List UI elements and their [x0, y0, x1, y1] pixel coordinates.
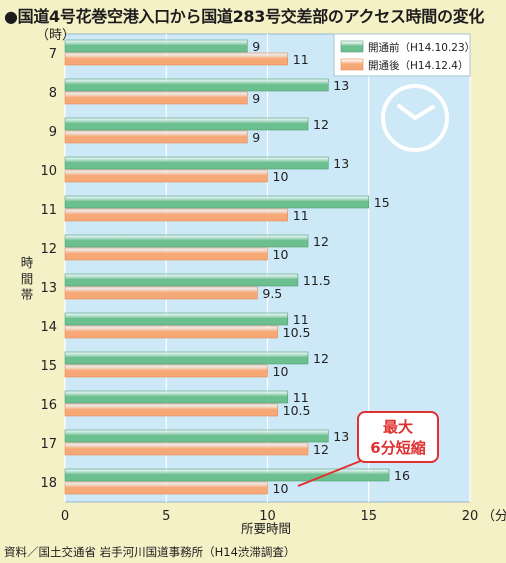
- annotation-line2: 6分短縮: [370, 439, 425, 457]
- legend-swatch: [340, 58, 364, 71]
- x-tick-label: 20: [462, 509, 479, 524]
- y-tick-label: 16: [40, 398, 57, 413]
- value-label: 12: [313, 351, 329, 366]
- bar-before-12: [64, 234, 309, 248]
- legend-label: 開通後（H14.12.4）: [368, 59, 468, 72]
- value-label: 11: [293, 208, 309, 223]
- bar-after-15: [64, 364, 268, 378]
- y-tick-label: 9: [49, 125, 57, 140]
- y-tick-label: 13: [40, 281, 57, 296]
- y-axis-title: 時間帯: [19, 256, 34, 301]
- clock-icon: [381, 84, 449, 152]
- value-label: 12: [313, 442, 329, 457]
- value-label: 11: [293, 390, 309, 405]
- y-tick-label: 14: [40, 320, 57, 335]
- x-axis-ticks: 0 5 10 15 20: [61, 509, 478, 524]
- bar-after-8: [64, 91, 248, 105]
- bar-before-9: [64, 117, 309, 131]
- value-label: 10: [273, 481, 289, 496]
- legend-label: 開通前（H14.10.23）: [368, 41, 475, 54]
- bar-before-11: [64, 195, 370, 209]
- value-label: 11: [293, 312, 309, 327]
- bar-after-7: [64, 52, 289, 66]
- legend-swatch: [340, 40, 364, 53]
- bar-after-11: [64, 208, 289, 222]
- value-label: 9: [252, 130, 260, 145]
- value-label: 10: [273, 247, 289, 262]
- y-tick-label: 18: [40, 476, 57, 491]
- y-tick-label: 8: [49, 86, 57, 101]
- value-label: 9: [252, 91, 260, 106]
- bar-before-15: [64, 351, 309, 365]
- bar-after-12: [64, 247, 268, 261]
- value-label: 13: [333, 78, 349, 93]
- bar-after-14: [64, 325, 278, 339]
- bars: [64, 39, 390, 495]
- bar-after-18: [64, 481, 268, 495]
- y-axis-unit: （時）: [36, 28, 75, 43]
- bar-after-10: [64, 169, 268, 183]
- value-label: 9: [252, 39, 260, 54]
- bar-before-18: [64, 468, 390, 482]
- value-label: 16: [394, 468, 410, 483]
- value-label: 10: [273, 364, 289, 379]
- value-label: 9.5: [262, 286, 282, 301]
- value-label: 13: [333, 156, 349, 171]
- y-tick-label: 12: [40, 242, 57, 257]
- value-label: 11: [293, 52, 309, 67]
- y-tick-label: 11: [40, 203, 57, 218]
- bar-before-7: [64, 39, 248, 53]
- value-label: 12: [313, 234, 329, 249]
- annotation-box: [357, 411, 439, 463]
- bar-before-17: [64, 429, 329, 443]
- bar-after-16: [64, 403, 278, 417]
- source-note: 資料／国土交通省 岩手河川国道事務所（H14渋滞調査）: [4, 545, 296, 559]
- bar-before-8: [64, 78, 329, 92]
- value-label: 10.5: [283, 325, 311, 340]
- bar-after-17: [64, 442, 309, 456]
- annotation: 最大 6分短縮: [297, 411, 439, 487]
- y-tick-label: 17: [40, 437, 57, 452]
- value-labels: 91113912913101511121011.59.51110.5121011…: [252, 39, 410, 496]
- bar-after-9: [64, 130, 248, 144]
- bar-before-16: [64, 390, 289, 404]
- x-axis-unit: （分）: [482, 509, 506, 524]
- x-axis-title: 所要時間: [241, 521, 291, 536]
- value-label: 11.5: [303, 273, 331, 288]
- chart-title: ●国道4号花巻空港入口から国道283号交差部のアクセス時間の変化: [4, 7, 485, 26]
- value-label: 13: [333, 429, 349, 444]
- y-tick-label: 10: [40, 164, 57, 179]
- x-tick-label: 15: [360, 509, 377, 524]
- x-tick-label: 10: [259, 509, 276, 524]
- bar-after-13: [64, 286, 258, 300]
- value-label: 12: [313, 117, 329, 132]
- annotation-pointer: [297, 457, 369, 487]
- value-label: 10: [273, 169, 289, 184]
- x-tick-label: 5: [162, 509, 170, 524]
- y-tick-label: 7: [49, 47, 57, 62]
- y-axis-ticks: 7 8 9 10 11 12 13 14 15 16 17 18: [40, 47, 57, 491]
- bar-before-10: [64, 156, 329, 170]
- bar-before-14: [64, 312, 289, 326]
- y-tick-label: 15: [40, 359, 57, 374]
- legend: 開通前（H14.10.23） 開通後（H14.12.4）: [333, 33, 475, 77]
- value-label: 10.5: [283, 403, 311, 418]
- x-tick-label: 0: [61, 509, 69, 524]
- annotation-line1: 最大: [383, 418, 413, 436]
- bar-before-13: [64, 273, 299, 287]
- value-label: 15: [374, 195, 390, 210]
